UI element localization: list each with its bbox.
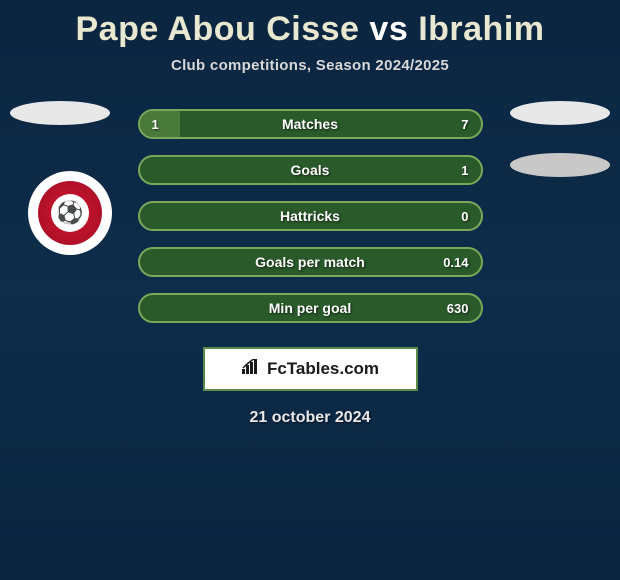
stat-right-value: 0.14 <box>443 255 468 270</box>
avatar-placeholder-right-1 <box>510 101 610 125</box>
date-text: 21 october 2024 <box>0 409 620 427</box>
stat-row-goals-per-match: Goals per match 0.14 <box>138 247 483 277</box>
stat-label: Matches <box>282 116 338 132</box>
comparison-title: Pape Abou Cisse vs Ibrahim <box>0 0 620 49</box>
brand-text: FcTables.com <box>267 359 379 379</box>
stat-left-value: 1 <box>152 117 159 132</box>
player2-name: Ibrahim <box>418 10 544 48</box>
chart-icon <box>241 359 261 380</box>
stat-label: Goals <box>291 162 330 178</box>
stat-right-value: 0 <box>461 209 468 224</box>
club-badge-icon <box>38 181 102 245</box>
club-badge <box>28 171 112 255</box>
stat-fill <box>140 111 181 137</box>
stat-row-hattricks: Hattricks 0 <box>138 201 483 231</box>
avatar-placeholder-left <box>10 101 110 125</box>
stat-right-value: 1 <box>461 163 468 178</box>
stat-label: Min per goal <box>269 300 351 316</box>
avatar-placeholder-right-2 <box>510 153 610 177</box>
stat-right-value: 7 <box>461 117 468 132</box>
stat-rows: 1 Matches 7 Goals 1 Hattricks 0 Goals pe… <box>138 109 483 323</box>
stat-row-goals: Goals 1 <box>138 155 483 185</box>
stat-row-min-per-goal: Min per goal 630 <box>138 293 483 323</box>
branding-box[interactable]: FcTables.com <box>203 347 418 391</box>
stat-right-value: 630 <box>447 301 469 316</box>
vs-text: vs <box>369 10 408 48</box>
player1-name: Pape Abou Cisse <box>75 10 359 48</box>
stat-label: Hattricks <box>280 208 340 224</box>
comparison-content: 1 Matches 7 Goals 1 Hattricks 0 Goals pe… <box>0 109 620 427</box>
subtitle: Club competitions, Season 2024/2025 <box>0 57 620 74</box>
stat-row-matches: 1 Matches 7 <box>138 109 483 139</box>
stat-label: Goals per match <box>255 254 365 270</box>
